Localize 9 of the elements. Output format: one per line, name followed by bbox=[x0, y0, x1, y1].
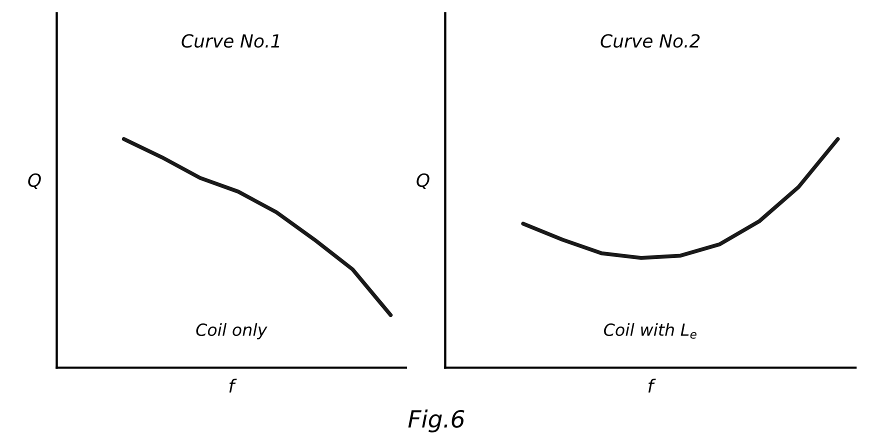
x-axis-title: f bbox=[648, 378, 656, 393]
annotation: Coil with L$_{e}$ bbox=[604, 323, 696, 339]
caption: Fig.6 bbox=[408, 410, 464, 432]
y-axis-title: Q bbox=[416, 173, 430, 190]
x-axis-title: f bbox=[229, 378, 237, 393]
chart-title: Curve No.2 bbox=[600, 34, 700, 48]
y-axis-title: Q bbox=[28, 173, 41, 190]
chart-title: Curve No.1 bbox=[182, 34, 280, 48]
annotation: Coil only bbox=[196, 323, 268, 340]
